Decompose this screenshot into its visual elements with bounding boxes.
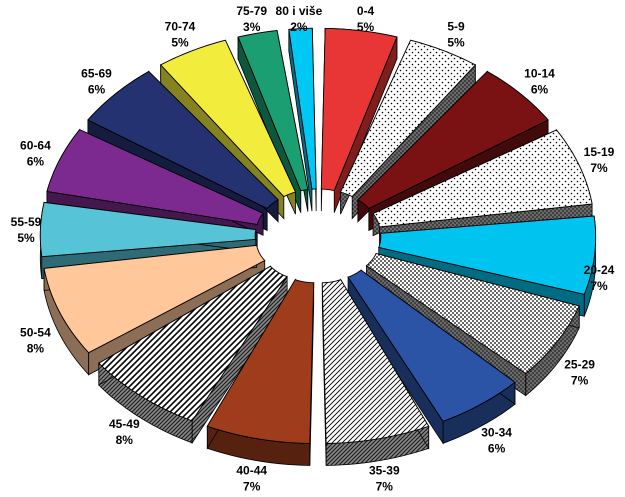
pie-slice-40-44 [206, 279, 315, 444]
pie-slice-80-i-više [288, 27, 317, 190]
slice-label-55-59: 55-59 [11, 215, 42, 229]
slice-value-40-44: 7% [243, 480, 261, 494]
pie-slice-50-54 [43, 244, 266, 354]
slice-value-35-39: 7% [376, 480, 394, 494]
slice-label-45-49: 45-49 [109, 417, 140, 431]
slice-label-60-64: 60-64 [20, 138, 51, 152]
pie-slice-5-9 [339, 39, 477, 198]
slice-value-25-29: 7% [571, 374, 589, 388]
slice-value-15-19: 7% [590, 161, 608, 175]
slice-label-30-34: 30-34 [481, 426, 512, 440]
slice-label-75-79: 75-79 [236, 4, 267, 18]
slice-label-50-54: 50-54 [20, 326, 51, 340]
slice-label-10-14: 10-14 [524, 66, 555, 80]
slice-label-80-i-više: 80 i više [276, 4, 323, 18]
pie-slice-35-39 [321, 279, 430, 444]
pie-slice-0-4 [320, 27, 398, 192]
slice-tops [39, 27, 597, 444]
pie-slice-10-14 [357, 70, 549, 210]
slice-label-20-24: 20-24 [584, 263, 615, 277]
slice-value-20-24: 7% [590, 279, 608, 293]
slice-value-10-14: 6% [531, 82, 549, 96]
slice-label-5-9: 5-9 [447, 19, 465, 33]
pie-slice-30-34 [347, 269, 516, 422]
pie-slice-75-79 [237, 30, 309, 192]
pie-slice-25-29 [365, 252, 580, 375]
slice-label-65-69: 65-69 [81, 66, 112, 80]
slice-value-0-4: 5% [357, 20, 375, 34]
slice-value-45-49: 8% [116, 433, 134, 447]
slice-value-5-9: 5% [447, 35, 465, 49]
pie-slice-20-24 [378, 215, 597, 295]
pie-slice-60-64 [46, 129, 264, 225]
slice-label-25-29: 25-29 [564, 358, 595, 372]
pie-slice-55-59 [39, 201, 257, 258]
slice-value-55-59: 5% [17, 231, 35, 245]
slice-label-70-74: 70-74 [165, 19, 196, 33]
slice-label-15-19: 15-19 [584, 145, 615, 159]
slice-value-60-64: 6% [27, 154, 45, 168]
slice-label-35-39: 35-39 [369, 464, 400, 478]
pie-slice-65-69 [87, 70, 279, 210]
slice-value-75-79: 3% [243, 20, 261, 34]
pie-slice-45-49 [98, 265, 288, 422]
slice-value-65-69: 6% [88, 82, 106, 96]
slice-label-0-4: 0-4 [357, 4, 375, 18]
slice-labels: 0-4 5% 5-9 5% 10-14 6% 15-19 7% 20-24 7% 25-29 7% 30… [11, 4, 615, 494]
slice-value-80-i-više: 2% [290, 20, 308, 34]
slice-label-40-44: 40-44 [236, 464, 267, 478]
pie-slice-15-19 [372, 129, 593, 228]
slice-value-30-34: 6% [488, 442, 506, 456]
slice-value-70-74: 5% [171, 35, 189, 49]
slice-value-50-54: 8% [27, 342, 45, 356]
pie-slice-70-74 [159, 39, 297, 198]
